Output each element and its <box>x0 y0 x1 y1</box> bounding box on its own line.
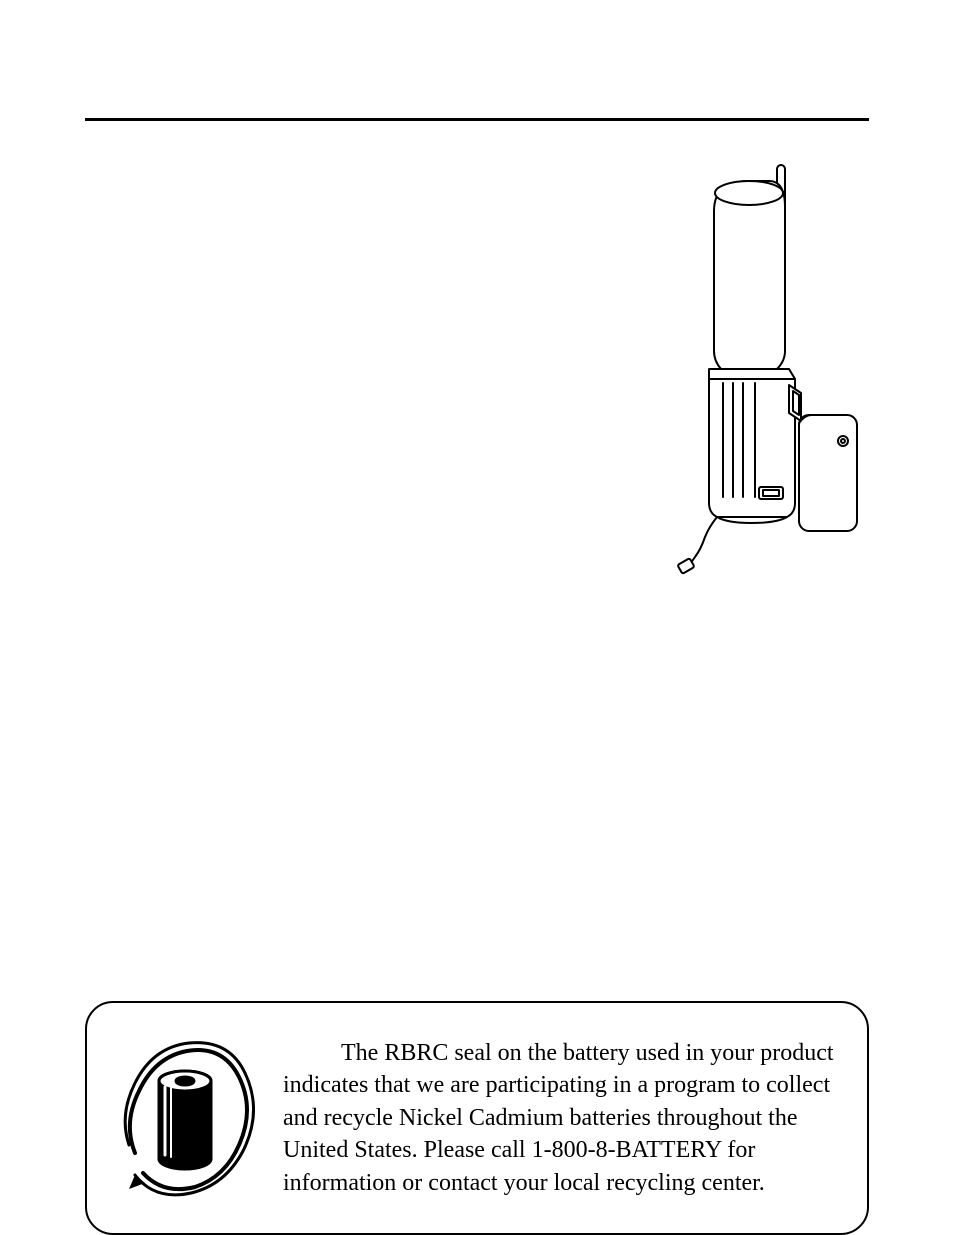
section-divider <box>85 118 869 121</box>
rbrc-notice-text-content: The RBRC seal on the battery used in you… <box>283 1040 834 1196</box>
figure-region <box>85 161 869 581</box>
phone-battery-illustration <box>659 161 869 581</box>
battery-recycle-icon <box>115 1033 255 1203</box>
rbrc-notice-text: The RBRC seal on the battery used in you… <box>283 1037 839 1199</box>
rbrc-notice-box: The RBRC seal on the battery used in you… <box>85 1001 869 1235</box>
